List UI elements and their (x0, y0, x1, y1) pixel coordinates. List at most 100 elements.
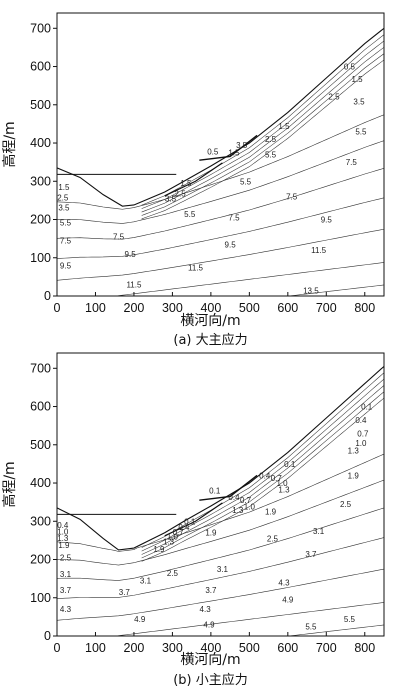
x-tick-label: 700 (316, 641, 337, 655)
contour-label: 0.4 (259, 471, 271, 480)
contour-label: 1.9 (153, 545, 165, 554)
contour-label: 1.9 (348, 471, 360, 480)
y-tick-label: 700 (30, 361, 51, 375)
contour-label: 9.5 (125, 250, 137, 259)
y-tick-label: 500 (30, 98, 51, 112)
contour-line (141, 391, 384, 559)
contour-label: 0.4 (57, 521, 69, 530)
x-tick-label: 200 (124, 641, 145, 655)
chart-title: (b) 小主应力 (173, 672, 248, 688)
contour-label: 2.5 (57, 193, 69, 202)
contour-label: 1.3 (348, 447, 360, 456)
terrain-line (57, 27, 384, 207)
x-tick-label: 300 (162, 641, 183, 655)
contour-line (286, 624, 384, 636)
contour-label: 3.5 (165, 194, 177, 203)
contour-label: 4.9 (282, 596, 294, 605)
contour-line (113, 262, 384, 296)
contour-label: 3.7 (60, 586, 72, 595)
y-tick-label: 500 (30, 438, 51, 452)
contour-label: 7.5 (286, 193, 298, 202)
x-tick-label: 600 (277, 641, 298, 655)
contour-line (57, 479, 384, 566)
fault-line (199, 474, 258, 501)
contour-label: 13.5 (303, 286, 319, 295)
x-tick-label: 0 (54, 301, 61, 315)
contour-label: 3.7 (119, 588, 131, 597)
contour-label: 1.5 (58, 183, 70, 192)
contour-label: 11.5 (311, 246, 327, 255)
contour-label: 7.5 (228, 214, 240, 223)
x-axis-label: 横河向/m (180, 652, 240, 668)
contour-label: 2.5 (60, 554, 72, 563)
contour-label: 4.3 (200, 605, 212, 614)
contour-label: 1.0 (244, 503, 256, 512)
contour-label: 0.5 (207, 147, 219, 156)
x-tick-label: 800 (354, 301, 375, 315)
contour-label: 4.9 (134, 615, 146, 624)
contour-label: 3.5 (353, 98, 365, 107)
contour-line (57, 114, 384, 210)
contour-label: 5.5 (355, 128, 367, 137)
contour-label: 4.9 (203, 621, 215, 630)
contour-line (57, 228, 384, 281)
y-tick-label: 600 (30, 400, 51, 414)
contour-label: 2.5 (265, 135, 277, 144)
contour-line (141, 59, 384, 220)
plot-area: 0.51.52.53.55.51.52.53.50.5 1.5 5.57.51.52… (57, 27, 384, 296)
contour-label: 11.5 (188, 263, 204, 272)
y-tick-label: 700 (30, 21, 51, 35)
y-tick-label: 200 (30, 553, 51, 567)
contour-label: 1.3 (278, 486, 290, 495)
contour-label: 1.3 (57, 534, 69, 543)
x-tick-label: 600 (277, 301, 298, 315)
contour-label: 1.0 (167, 533, 179, 542)
x-tick-label: 0 (54, 641, 61, 655)
y-tick-label: 300 (30, 514, 51, 528)
x-tick-label: 500 (239, 301, 260, 315)
contour-label: 3.7 (305, 550, 317, 559)
contour-line (57, 453, 384, 552)
contour-line (141, 40, 384, 209)
x-tick-label: 100 (85, 301, 106, 315)
contour-line (113, 602, 384, 636)
contour-label: 1.0 (276, 479, 288, 488)
contour-label: 2.5 (340, 500, 352, 509)
x-axis-label: 横河向/m (180, 313, 240, 329)
plot-frame (56, 352, 385, 637)
contour-label: 2.5 (175, 190, 187, 199)
contour-line (141, 378, 384, 552)
contour-line (141, 34, 384, 206)
contour-label: 11.5 (126, 281, 142, 290)
contour-label: 0.4 (228, 493, 240, 502)
contour-label: 1.5 (278, 122, 290, 131)
chart-title: (a) 大主应力 (173, 332, 247, 348)
contour-label: 3.1 (60, 570, 72, 579)
contour-label: 0.7 (357, 429, 369, 438)
contour-line (57, 140, 384, 224)
contour-label: 5.5 (240, 177, 252, 186)
x-tick-label: 400 (200, 301, 221, 315)
y-tick-label: 0 (44, 629, 51, 643)
contour-label: 0.4 (355, 416, 367, 425)
contour-line (141, 397, 384, 562)
contour-label: 5.5 (305, 622, 317, 631)
contour-label: 2.5 (167, 569, 179, 578)
y-axis-label: 高程/m (1, 121, 18, 167)
x-tick-label: 200 (124, 301, 145, 315)
contour-label: 3.5 (236, 141, 248, 150)
contour-label: 1.5 (352, 75, 364, 84)
contour-label: 1.9 (265, 508, 277, 517)
contour-line (57, 537, 384, 599)
contour-label: 3.7 (205, 586, 217, 595)
contour-label: 3.1 (140, 577, 152, 586)
x-tick-label: 700 (316, 301, 337, 315)
contour-label: 0.1 (184, 517, 196, 526)
contour-label: 0.1 (361, 403, 373, 412)
contour-label: 1.0 (57, 528, 69, 537)
contour-line (141, 385, 384, 555)
contour-line (141, 53, 384, 216)
contour-line (286, 284, 384, 296)
contour-label: 7.5 (60, 237, 72, 246)
contour-label: 0.7 (173, 528, 185, 537)
